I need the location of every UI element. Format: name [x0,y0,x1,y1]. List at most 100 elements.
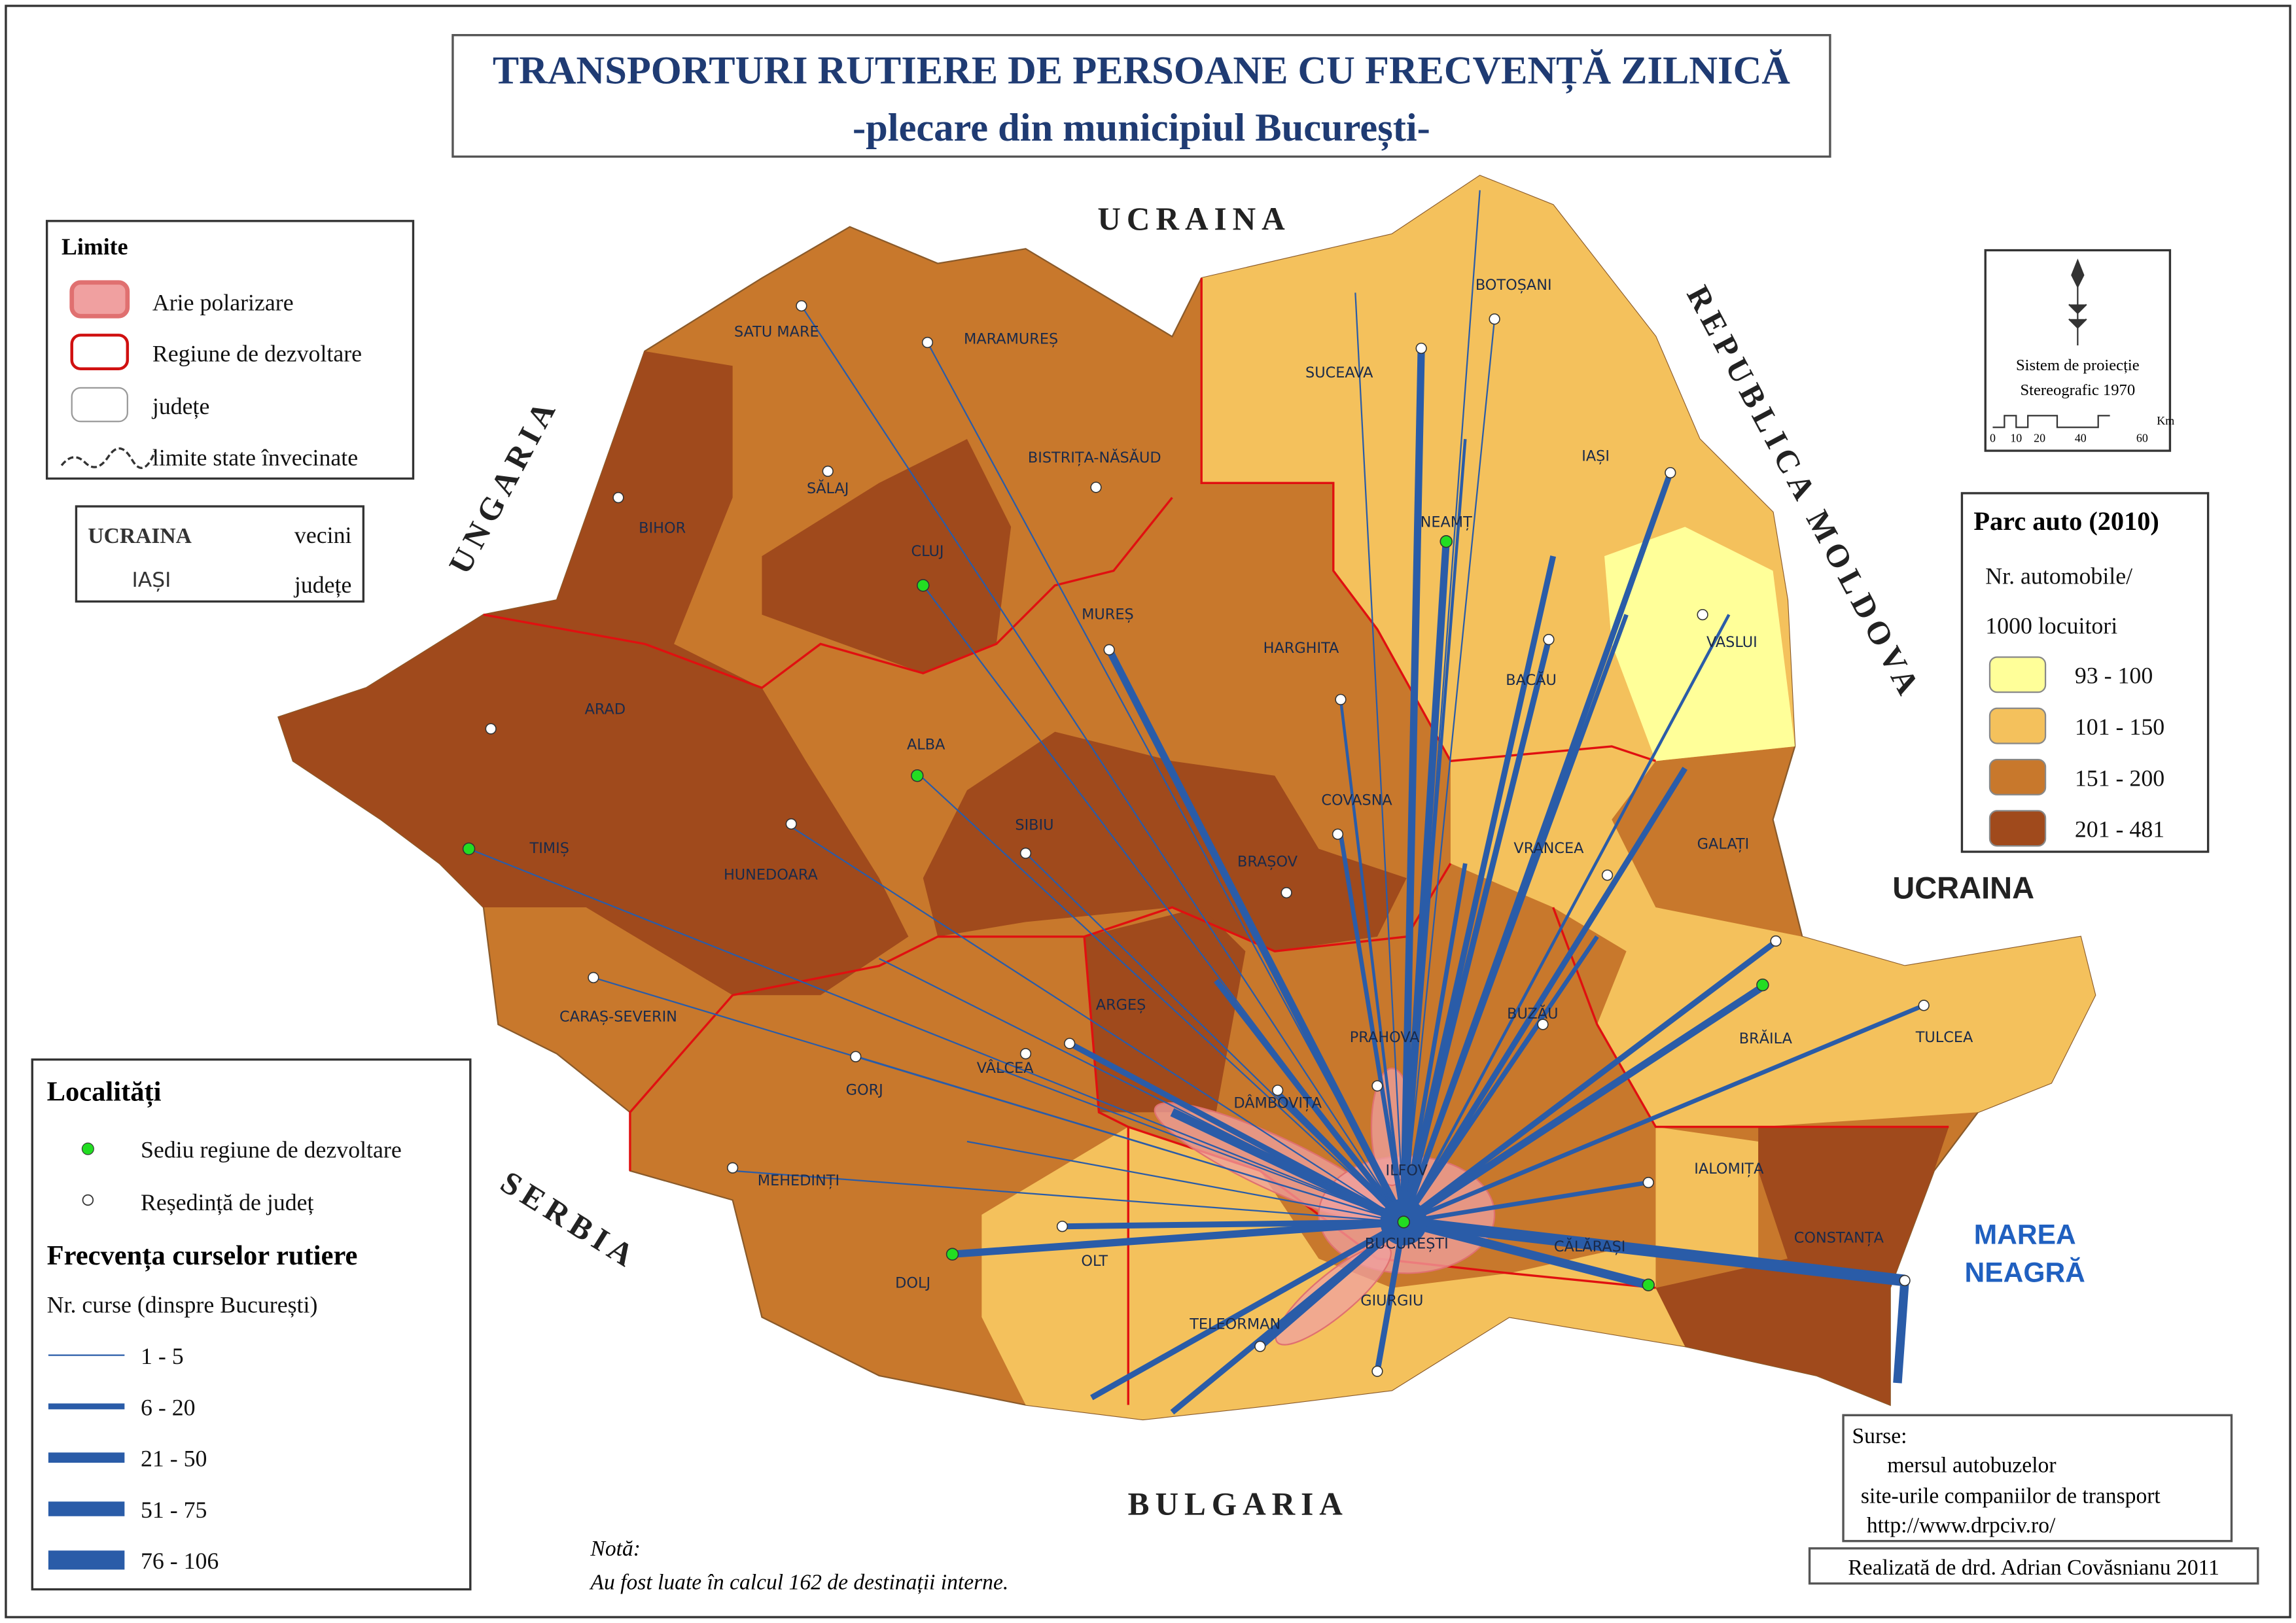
legend-title: Parc auto (2010) [1973,506,2159,536]
frequency-legend: 1 - 5 6 - 20 21 - 50 51 - 75 76 - 106 [48,1343,219,1574]
legend-item: Regiune de dezvoltare [152,341,362,367]
county-seat [1056,1221,1069,1232]
county-label: BRĂILA [1739,1029,1793,1047]
scale-label: 0 [1990,432,1996,445]
county-label: CLUJ [911,543,944,560]
route [922,585,1405,1223]
county-seat [1537,1019,1549,1030]
route [952,1218,1404,1258]
route [966,1140,1404,1223]
county-label: SIBIU [1015,816,1053,833]
county-label: BRAȘOV [1237,853,1298,870]
route [1402,614,1731,1223]
region-border [629,994,733,1171]
route [1401,863,1468,1223]
county-seat [1918,1000,1930,1011]
source-item: site-urile companiilor de transport [1861,1484,2161,1509]
legend-swatch [1988,810,2047,847]
county-label: BUZĂU [1507,1004,1558,1022]
county-seat [1254,1340,1266,1352]
neighbor-label: UCRAINA [1097,201,1290,237]
region-seat [462,842,476,856]
title: TRANSPORTURI RUTIERE DE PERSOANE CU FREC… [493,48,1790,94]
route [1090,1219,1405,1401]
county-label: HUNEDOARA [724,867,819,884]
legend-item: limite state învecinate [152,444,358,470]
county-label: GIURGIU [1360,1293,1423,1310]
county-seat [588,971,599,984]
legend-item: 6 - 20 [141,1394,196,1420]
county-label: COVASNA [1321,792,1392,809]
legend-item: 151 - 200 [2075,765,2164,791]
county-label: TULCEA [1915,1029,1973,1046]
county-seat [727,1162,739,1174]
scale-label: 40 [2075,432,2087,445]
county-seat [1601,869,1614,881]
title-box [451,34,1831,158]
county-seat [1899,1274,1911,1287]
route [1402,935,1599,1223]
county-seat [1103,644,1115,655]
route [1374,1221,1407,1372]
route [732,1170,1404,1223]
county-label: BACĂU [1506,671,1557,689]
county-label: PRAHOVA [1350,1029,1420,1046]
county-label: ILFOV [1385,1162,1428,1179]
route [1339,699,1405,1223]
legend-item: județe [293,572,352,598]
zone-west [278,351,909,996]
county-label: SUCEAVA [1305,364,1373,381]
scale-bar [1992,415,2110,428]
scale-unit: Km [2157,414,2174,427]
route [1106,648,1407,1224]
sources-box [1842,1414,2233,1543]
source-item: http://www.drpciv.ro/ [1867,1513,2056,1537]
zone-south [981,1126,1759,1420]
legend-item: UCRAINA [88,524,192,548]
county-seat [1335,693,1347,705]
county-seat [1371,1080,1383,1092]
county-seat [1280,887,1292,899]
route [1403,319,1496,1223]
county-label: IAȘI [1581,448,1610,465]
legend-swatch [1988,656,2047,693]
county-label: GALAȚI [1697,836,1750,853]
county-seat [1019,847,1032,859]
route [996,1068,1404,1223]
county-seat [850,1051,862,1062]
car-legend: 93 - 100 101 - 150 151 - 200 201 - 481 [1988,656,2164,847]
route [1402,941,1775,1225]
county-label: OLT [1081,1253,1108,1270]
county-label: BOTOȘANI [1475,277,1552,294]
route [790,826,1404,1223]
scale-label: 10 [2010,432,2022,445]
county-label: DOLJ [895,1275,930,1292]
legend-item: IAȘI [132,568,171,592]
scale-labels: 0 10 20 40 60 Km [1990,414,2174,445]
county-label: ALBA [907,736,945,753]
county-label: ARGEȘ [1096,997,1146,1014]
county-label: GORJ [846,1081,883,1098]
county-seat [785,818,797,830]
county-seat [1371,1365,1383,1377]
county-label: VRANCEA [1513,840,1584,857]
legend-item: 101 - 150 [2075,714,2164,740]
region-seat [945,1248,959,1261]
county-seat [1642,1177,1654,1189]
route [1170,1219,1406,1415]
county-label: BUCUREȘTI [1365,1235,1449,1252]
legend-item: Reședință de județ [141,1189,314,1215]
legend-item: 201 - 481 [2075,816,2164,843]
route [1400,348,1425,1223]
region-seat [1642,1278,1655,1291]
county-seat [485,723,497,735]
sources-title: Surse: [1852,1424,1907,1448]
route [1893,1280,1909,1384]
region-border [1083,936,1129,1405]
region-seat [1397,1215,1411,1229]
legend-item: 76 - 106 [141,1548,219,1574]
route [800,305,1405,1223]
county-label: TIMIȘ [529,840,569,857]
route [468,848,1404,1223]
